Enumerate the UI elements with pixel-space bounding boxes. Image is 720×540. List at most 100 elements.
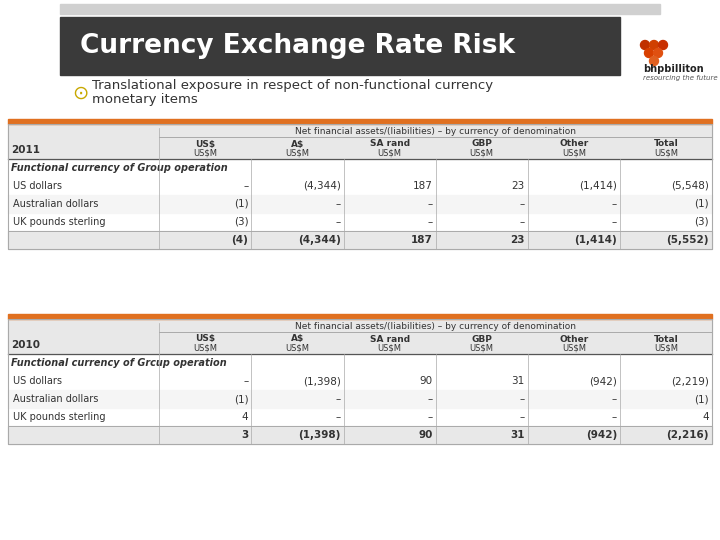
Circle shape — [649, 40, 659, 50]
Text: (1,398): (1,398) — [298, 430, 341, 440]
Text: bhpbilliton: bhpbilliton — [643, 64, 703, 74]
Text: –: – — [520, 394, 525, 404]
Text: 2010: 2010 — [11, 340, 40, 350]
Text: US$M: US$M — [194, 148, 217, 158]
Text: –: – — [336, 217, 341, 227]
Text: Translational exposure in respect of non-functional currency: Translational exposure in respect of non… — [92, 79, 493, 92]
Text: –: – — [612, 217, 617, 227]
Bar — [8, 314, 712, 319]
Text: US$M: US$M — [286, 343, 310, 353]
Circle shape — [654, 49, 662, 57]
Text: US$: US$ — [195, 334, 215, 343]
Text: 23: 23 — [511, 181, 525, 191]
Text: (4,344): (4,344) — [302, 181, 341, 191]
Text: UK pounds sterling: UK pounds sterling — [13, 412, 106, 422]
Text: US$M: US$M — [469, 343, 494, 353]
Text: (1): (1) — [694, 394, 709, 404]
Text: ⊙: ⊙ — [72, 84, 89, 103]
Text: SA rand: SA rand — [369, 334, 410, 343]
Text: US$M: US$M — [194, 343, 217, 353]
Text: (942): (942) — [585, 430, 617, 440]
Text: –: – — [428, 199, 433, 209]
Text: (1): (1) — [694, 199, 709, 209]
Text: A$: A$ — [291, 139, 304, 148]
Text: 23: 23 — [510, 235, 525, 245]
Text: 187: 187 — [413, 181, 433, 191]
Text: (3): (3) — [234, 217, 248, 227]
Bar — [60, 17, 620, 75]
Text: (1): (1) — [234, 394, 248, 404]
Text: –: – — [428, 412, 433, 422]
Text: 31: 31 — [511, 376, 525, 386]
Text: Functional currency of Group operation: Functional currency of Group operation — [11, 163, 228, 173]
Bar — [8, 195, 712, 213]
Text: (1,414): (1,414) — [579, 181, 617, 191]
Text: –: – — [612, 394, 617, 404]
Text: –: – — [243, 181, 248, 191]
Text: Other: Other — [559, 334, 588, 343]
Bar — [8, 119, 712, 124]
Text: 187: 187 — [411, 235, 433, 245]
Text: (1,398): (1,398) — [302, 376, 341, 386]
Text: –: – — [520, 412, 525, 422]
Text: –: – — [520, 199, 525, 209]
Text: Functional currency of Grcup operation: Functional currency of Grcup operation — [11, 358, 227, 368]
Circle shape — [644, 49, 654, 57]
Text: US$M: US$M — [286, 148, 310, 158]
Text: –: – — [428, 394, 433, 404]
Text: US$M: US$M — [562, 343, 586, 353]
Text: Net financial assets/(liabilities) – by currency of denomination: Net financial assets/(liabilities) – by … — [295, 127, 576, 136]
Text: Currency Exchange Rate Risk: Currency Exchange Rate Risk — [80, 33, 515, 59]
Bar — [8, 124, 712, 159]
Circle shape — [649, 57, 659, 65]
Text: GBP: GBP — [472, 139, 492, 148]
Text: (3): (3) — [694, 217, 709, 227]
Bar — [8, 390, 712, 408]
Text: 4: 4 — [242, 412, 248, 422]
Text: US$: US$ — [195, 139, 215, 148]
Text: US$M: US$M — [562, 148, 586, 158]
Text: –: – — [428, 217, 433, 227]
Text: (2,216): (2,216) — [667, 430, 709, 440]
Text: –: – — [612, 199, 617, 209]
Bar — [8, 426, 712, 444]
Text: US$M: US$M — [654, 148, 678, 158]
Text: –: – — [520, 217, 525, 227]
Text: (2,219): (2,219) — [671, 376, 709, 386]
Text: monetary items: monetary items — [92, 93, 198, 106]
Text: US$M: US$M — [654, 343, 678, 353]
Text: A$: A$ — [291, 334, 304, 343]
Text: –: – — [336, 199, 341, 209]
Text: SA rand: SA rand — [369, 139, 410, 148]
Text: (1): (1) — [234, 199, 248, 209]
Text: (5,552): (5,552) — [667, 235, 709, 245]
Text: –: – — [336, 394, 341, 404]
Text: US$M: US$M — [377, 148, 402, 158]
Circle shape — [641, 40, 649, 50]
Text: Australian dollars: Australian dollars — [13, 199, 99, 209]
Circle shape — [659, 40, 667, 50]
Text: –: – — [612, 412, 617, 422]
Bar — [8, 319, 712, 354]
Text: resourcing the future: resourcing the future — [643, 75, 718, 81]
Text: (4,344): (4,344) — [297, 235, 341, 245]
Text: US$M: US$M — [377, 343, 402, 353]
Bar — [8, 231, 712, 249]
Text: (5,548): (5,548) — [671, 181, 709, 191]
Text: (1,414): (1,414) — [574, 235, 617, 245]
Text: GBP: GBP — [472, 334, 492, 343]
Text: US dollars: US dollars — [13, 181, 62, 191]
Text: 3: 3 — [241, 430, 248, 440]
Text: (942): (942) — [589, 376, 617, 386]
Text: Total: Total — [654, 334, 678, 343]
Text: Australian dollars: Australian dollars — [13, 394, 99, 404]
Text: US dollars: US dollars — [13, 376, 62, 386]
Bar — [60, 4, 660, 14]
Text: UK pounds sterling: UK pounds sterling — [13, 217, 106, 227]
Text: (4): (4) — [232, 235, 248, 245]
Text: 31: 31 — [510, 430, 525, 440]
Text: Other: Other — [559, 139, 588, 148]
Text: US$M: US$M — [469, 148, 494, 158]
Text: Net financial assets/(liabilities) – by currency of denomination: Net financial assets/(liabilities) – by … — [295, 322, 576, 331]
Text: 90: 90 — [418, 430, 433, 440]
